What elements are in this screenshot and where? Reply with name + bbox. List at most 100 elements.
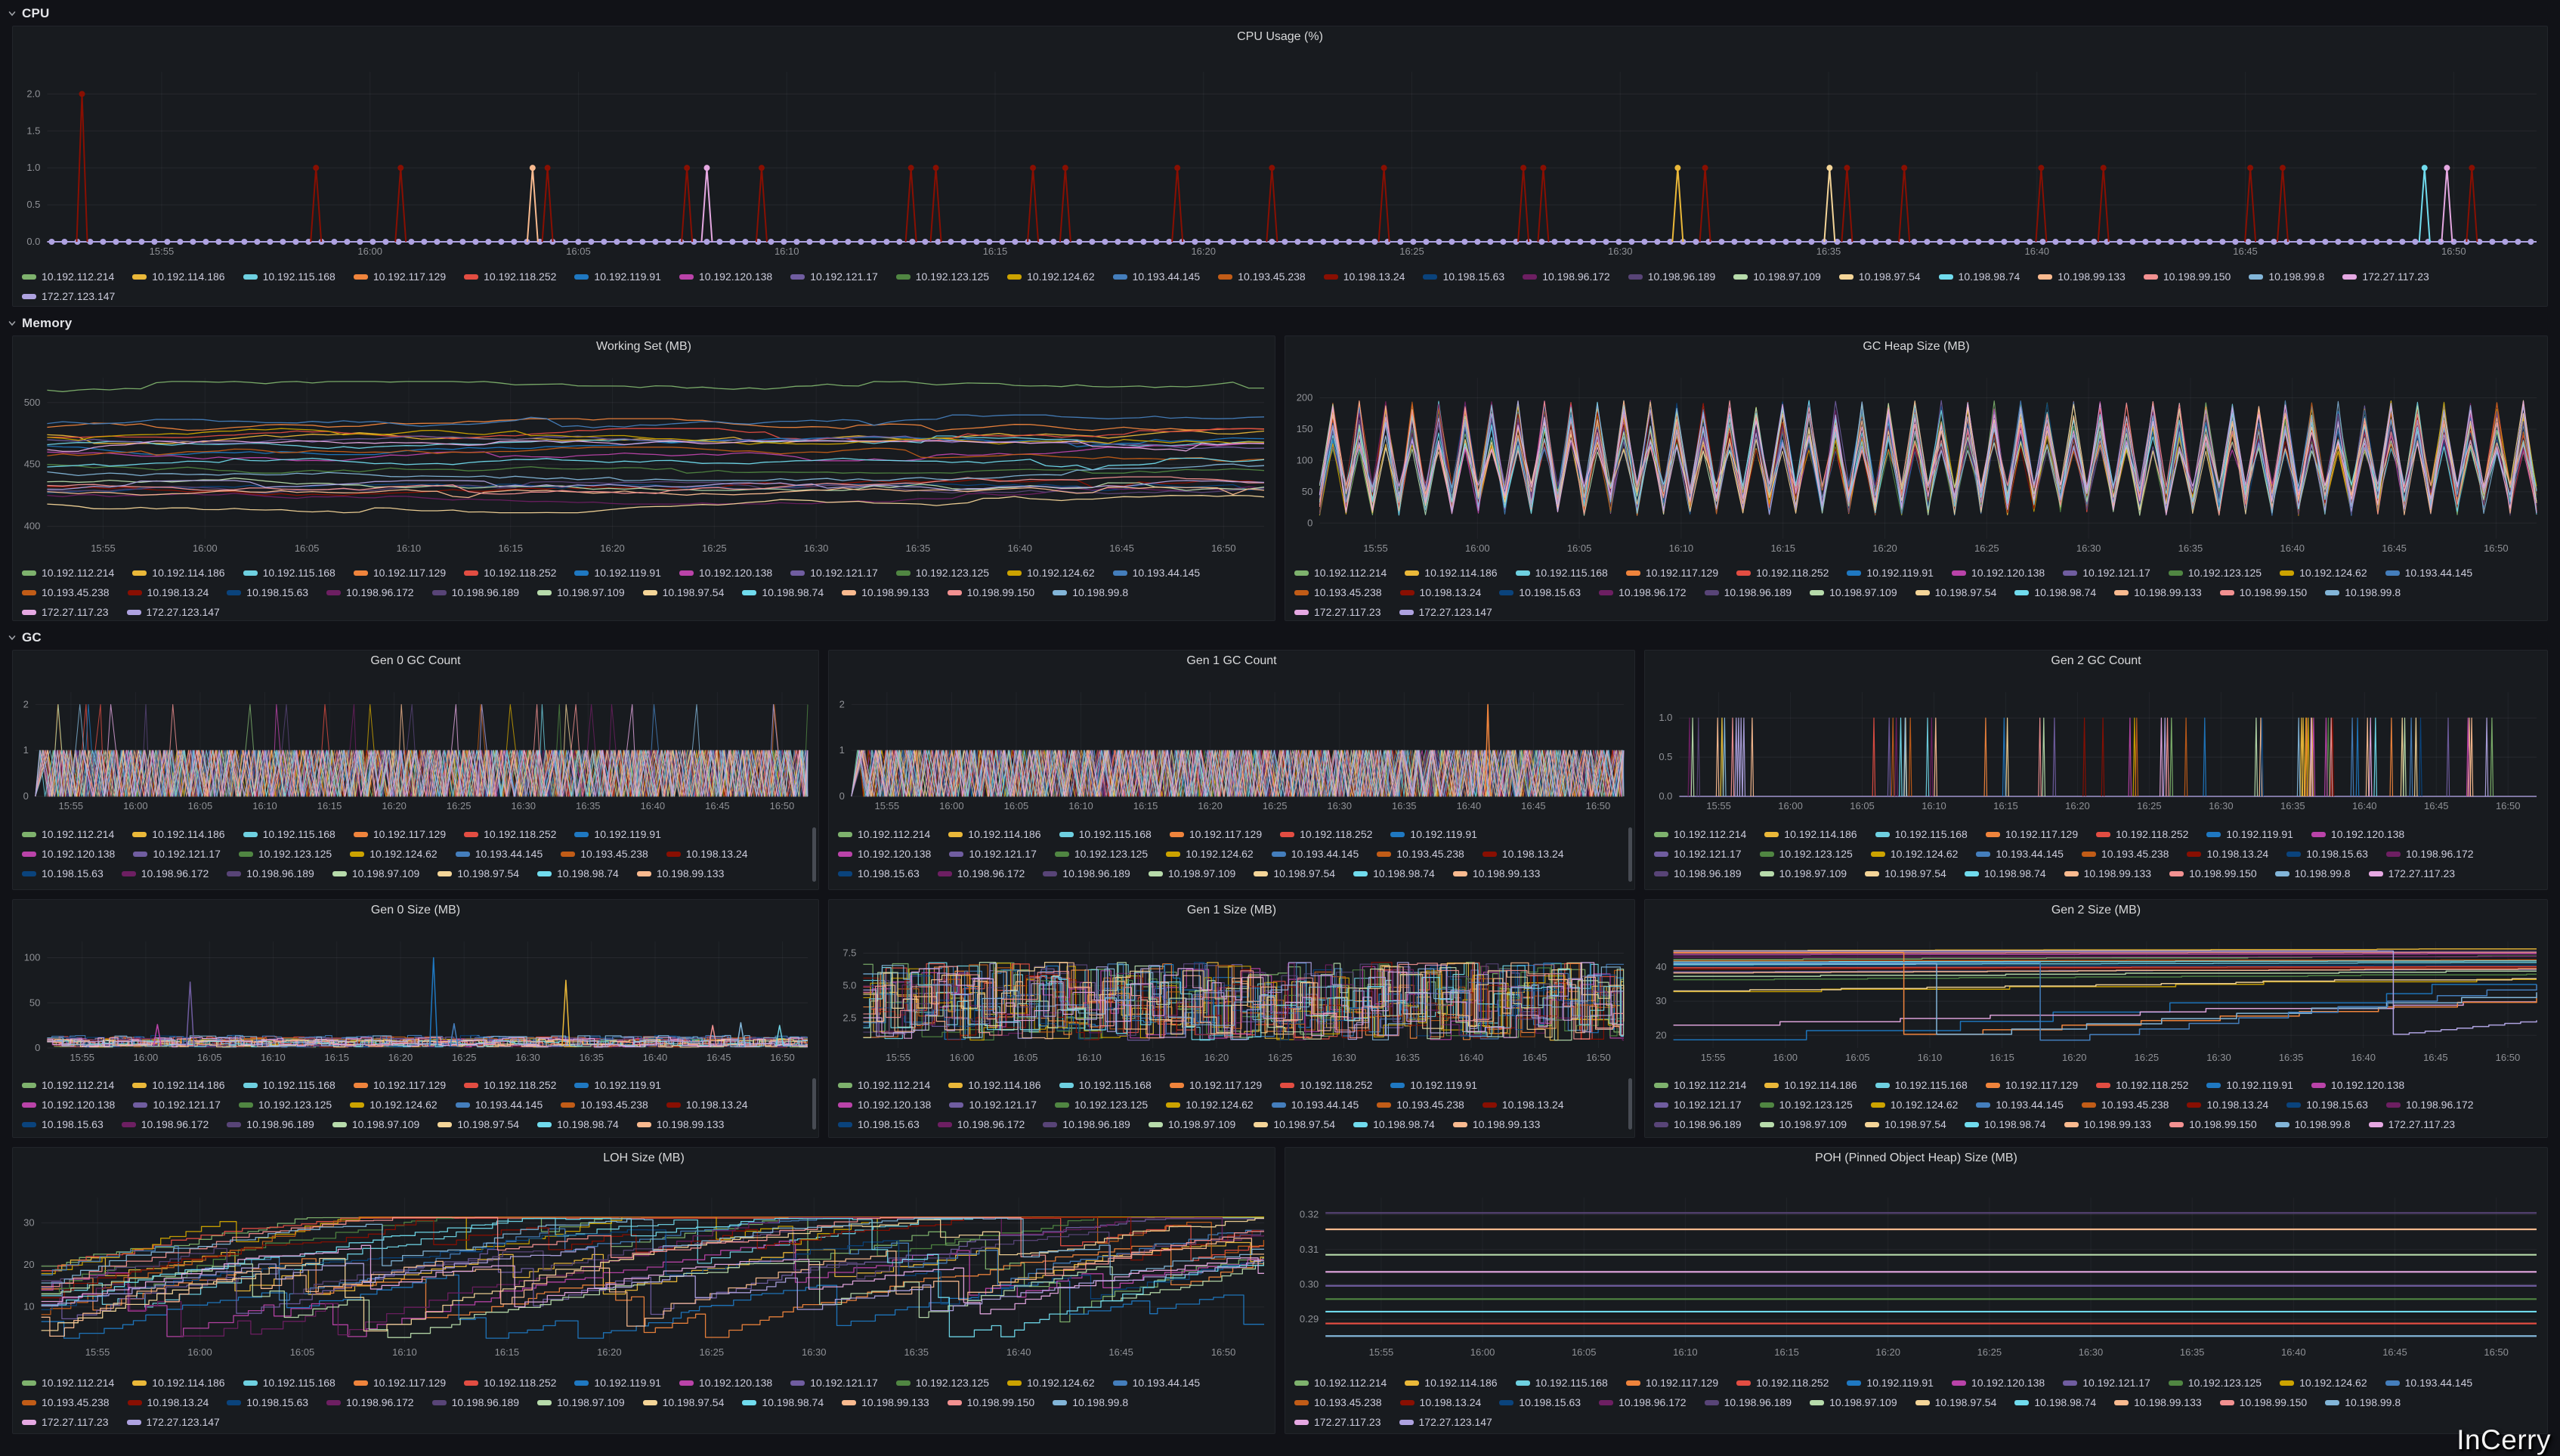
legend-item-172.27.117.23[interactable]: 172.27.117.23 (2342, 267, 2429, 286)
legend-item-10.193.45.238[interactable]: 10.193.45.238 (561, 844, 648, 864)
legend-item-10.192.124.62[interactable]: 10.192.124.62 (350, 844, 437, 864)
legend-item-10.198.98.74[interactable]: 10.198.98.74 (537, 1114, 619, 1134)
legend-item-172.27.117.23[interactable]: 172.27.117.23 (22, 1412, 109, 1432)
legend-item-10.198.99.133[interactable]: 10.198.99.133 (2038, 267, 2126, 286)
legend-item-10.193.45.238[interactable]: 10.193.45.238 (561, 1095, 648, 1114)
legend-item-10.198.99.150[interactable]: 10.198.99.150 (2143, 267, 2231, 286)
legend-item-10.198.99.150[interactable]: 10.198.99.150 (947, 1393, 1034, 1412)
legend-item-172.27.123.147[interactable]: 172.27.123.147 (22, 286, 115, 306)
legend-item-10.193.45.238[interactable]: 10.193.45.238 (22, 1393, 110, 1412)
legend-item-10.198.13.24[interactable]: 10.198.13.24 (1399, 583, 1481, 602)
legend-item-10.192.112.214[interactable]: 10.192.112.214 (1294, 1373, 1387, 1393)
legend-item-10.192.118.252[interactable]: 10.192.118.252 (1280, 824, 1372, 844)
legend-item-10.193.44.145[interactable]: 10.193.44.145 (1112, 563, 1200, 583)
legend-item-10.192.124.62[interactable]: 10.192.124.62 (1166, 1095, 1254, 1114)
legend-item-10.198.99.133[interactable]: 10.198.99.133 (636, 864, 724, 883)
legend-item-10.192.119.91[interactable]: 10.192.119.91 (2206, 1075, 2293, 1095)
legend-item-10.193.45.238[interactable]: 10.193.45.238 (2081, 1095, 2169, 1114)
legend-item-10.193.44.145[interactable]: 10.193.44.145 (2385, 563, 2472, 583)
legend-item-10.198.97.109[interactable]: 10.198.97.109 (537, 1393, 625, 1412)
legend-item-10.198.99.8[interactable]: 10.198.99.8 (2325, 1393, 2401, 1412)
legend-item-10.192.118.252[interactable]: 10.192.118.252 (464, 1373, 556, 1393)
legend-item-10.198.97.54[interactable]: 10.198.97.54 (1915, 583, 1996, 602)
legend-item-10.198.15.63[interactable]: 10.198.15.63 (2286, 844, 2368, 864)
legend-item-10.198.13.24[interactable]: 10.198.13.24 (1482, 1095, 1564, 1114)
legend-item-10.198.97.109[interactable]: 10.198.97.109 (1810, 1393, 1897, 1412)
legend-item-10.192.124.62[interactable]: 10.192.124.62 (1166, 844, 1254, 864)
legend-item-172.27.123.147[interactable]: 172.27.123.147 (1654, 1134, 1747, 1137)
legend-item-10.198.99.133[interactable]: 10.198.99.133 (2064, 864, 2151, 883)
legend-item-10.198.99.133[interactable]: 10.198.99.133 (842, 583, 929, 602)
panel-title-poh-size[interactable]: POH (Pinned Object Heap) Size (MB) (1815, 1152, 2017, 1164)
panel-title-gen1-size[interactable]: Gen 1 Size (MB) (1186, 904, 1277, 917)
legend-item-10.192.115.168[interactable]: 10.192.115.168 (1059, 824, 1152, 844)
legend-item-10.192.117.129[interactable]: 10.192.117.129 (1625, 563, 1718, 583)
legend-item-10.192.112.214[interactable]: 10.192.112.214 (22, 267, 114, 286)
legend-item-10.198.96.189[interactable]: 10.198.96.189 (1043, 1114, 1130, 1134)
legend-item-10.198.96.189[interactable]: 10.198.96.189 (1704, 583, 1792, 602)
legend-item-10.192.114.186[interactable]: 10.192.114.186 (132, 1075, 225, 1095)
legend-item-10.198.97.54[interactable]: 10.198.97.54 (437, 1114, 519, 1134)
legend-item-10.192.112.214[interactable]: 10.192.112.214 (22, 563, 114, 583)
legend-item-10.198.15.63[interactable]: 10.198.15.63 (1423, 267, 1504, 286)
legend-item-10.192.117.129[interactable]: 10.192.117.129 (353, 1075, 446, 1095)
legend-item-10.192.112.214[interactable]: 10.192.112.214 (22, 1075, 114, 1095)
legend-item-10.192.121.17[interactable]: 10.192.121.17 (949, 1095, 1037, 1114)
legend-item-10.198.96.189[interactable]: 10.198.96.189 (1628, 267, 1715, 286)
legend-item-10.192.115.168[interactable]: 10.192.115.168 (1875, 1075, 1968, 1095)
legend-item-10.193.45.238[interactable]: 10.193.45.238 (1218, 267, 1306, 286)
legend-item-10.192.120.138[interactable]: 10.192.120.138 (679, 267, 772, 286)
legend-item-10.198.15.63[interactable]: 10.198.15.63 (1499, 583, 1581, 602)
legend-item-10.192.112.214[interactable]: 10.192.112.214 (1654, 1075, 1746, 1095)
legend-item-10.192.124.62[interactable]: 10.192.124.62 (1007, 563, 1095, 583)
legend-item-10.192.123.125[interactable]: 10.192.123.125 (2168, 563, 2262, 583)
legend-item-10.192.124.62[interactable]: 10.192.124.62 (1007, 267, 1095, 286)
legend-item-10.198.96.172[interactable]: 10.198.96.172 (121, 864, 209, 883)
legend-item-10.198.97.109[interactable]: 10.198.97.109 (1148, 864, 1235, 883)
legend-item-10.192.117.129[interactable]: 10.192.117.129 (1169, 824, 1262, 844)
legend-item-10.198.99.133[interactable]: 10.198.99.133 (1452, 1114, 1540, 1134)
legend-item-10.193.44.145[interactable]: 10.193.44.145 (1112, 267, 1200, 286)
legend-item-172.27.123.147[interactable]: 172.27.123.147 (1399, 602, 1492, 620)
chart-canvas[interactable]: 15:55 16:00 16:05 16:10 16:15 16:20 16:25 16:30… (13, 336, 1275, 566)
legend-item-10.192.120.138[interactable]: 10.192.120.138 (838, 1095, 931, 1114)
chart-canvas[interactable]: 15:55 16:00 16:05 16:10 16:15 16:20 16:25 16:30… (13, 1148, 1275, 1376)
panel-title-gc-heap-size[interactable]: GC Heap Size (MB) (1863, 340, 1970, 353)
legend-item-172.27.117.23[interactable]: 172.27.117.23 (1294, 1412, 1381, 1432)
legend-item-10.198.97.54[interactable]: 10.198.97.54 (437, 864, 519, 883)
legend-item-172.27.123.147[interactable]: 172.27.123.147 (1399, 1412, 1492, 1432)
chart-canvas[interactable]: 15:55 16:00 16:05 16:10 16:15 16:20 16:25 16:30… (1645, 651, 2547, 827)
legend-item-10.193.45.238[interactable]: 10.193.45.238 (22, 583, 110, 602)
legend-item-172.27.117.23[interactable]: 172.27.117.23 (2368, 1114, 2455, 1134)
legend-item-10.198.97.109[interactable]: 10.198.97.109 (1810, 583, 1897, 602)
legend-item-10.198.13.24[interactable]: 10.198.13.24 (127, 583, 209, 602)
legend-scrollbar[interactable] (812, 1078, 816, 1130)
chart-canvas[interactable]: 15:55 16:00 16:05 16:10 16:15 16:20 16:25 16:30… (829, 651, 1634, 827)
legend-item-10.192.114.186[interactable]: 10.192.114.186 (132, 824, 225, 844)
section-header-gc[interactable]: GC (8, 630, 2548, 645)
legend-item-10.192.119.91[interactable]: 10.192.119.91 (1847, 563, 1934, 583)
legend-item-10.192.120.138[interactable]: 10.192.120.138 (679, 563, 772, 583)
legend-item-10.193.44.145[interactable]: 10.193.44.145 (455, 1095, 543, 1114)
legend-item-10.192.114.186[interactable]: 10.192.114.186 (1405, 1373, 1498, 1393)
legend-item-10.192.112.214[interactable]: 10.192.112.214 (838, 1075, 930, 1095)
panel-title-working-set[interactable]: Working Set (MB) (596, 340, 691, 353)
legend-item-10.193.45.238[interactable]: 10.193.45.238 (1377, 1095, 1464, 1114)
legend-item-10.192.119.91[interactable]: 10.192.119.91 (574, 1373, 661, 1393)
legend-item-10.198.96.189[interactable]: 10.198.96.189 (431, 1393, 519, 1412)
legend-item-10.198.98.74[interactable]: 10.198.98.74 (1964, 864, 2046, 883)
legend-item-10.192.115.168[interactable]: 10.192.115.168 (1515, 563, 1608, 583)
legend-item-10.192.123.125[interactable]: 10.192.123.125 (1054, 1095, 1148, 1114)
legend-item-10.192.117.129[interactable]: 10.192.117.129 (353, 267, 446, 286)
legend-item-10.198.15.63[interactable]: 10.198.15.63 (838, 864, 920, 883)
legend-item-10.192.118.252[interactable]: 10.192.118.252 (1736, 1373, 1829, 1393)
legend-item-10.192.112.214[interactable]: 10.192.112.214 (22, 824, 114, 844)
legend-item-10.198.97.109[interactable]: 10.198.97.109 (1759, 864, 1847, 883)
legend-item-10.192.121.17[interactable]: 10.192.121.17 (790, 1373, 878, 1393)
legend-item-10.198.96.172[interactable]: 10.198.96.172 (121, 1114, 209, 1134)
section-header-cpu[interactable]: CPU (8, 6, 2548, 21)
legend-item-10.198.99.8[interactable]: 10.198.99.8 (2274, 864, 2351, 883)
legend-item-10.192.121.17[interactable]: 10.192.121.17 (1654, 1095, 1742, 1114)
legend-item-10.198.97.54[interactable]: 10.198.97.54 (1838, 267, 1921, 286)
legend-item-10.192.120.138[interactable]: 10.192.120.138 (679, 1373, 772, 1393)
